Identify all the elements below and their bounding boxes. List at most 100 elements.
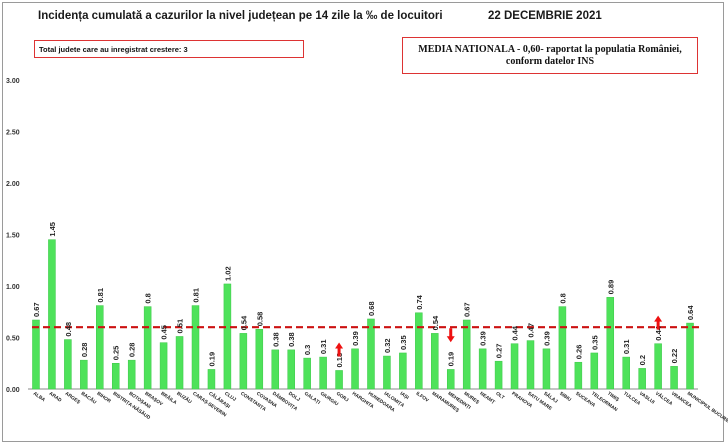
bar [383,355,391,390]
bar [478,348,487,390]
bar [351,348,359,390]
category-label: VASLUI [638,391,656,406]
bar [207,369,216,390]
bar [654,343,662,390]
category-label: NEAMȚ [478,391,495,406]
value-label: 0.48 [64,322,73,337]
value-label: 0.47 [527,323,536,338]
value-label: 0.39 [479,331,488,346]
category-label: ARGEȘ [64,391,82,406]
bar [686,322,694,390]
bar [175,336,184,390]
national-average-note-line2: conform datelor INS [505,56,595,67]
y-tick-label: 0.00 [6,387,20,394]
value-label: 0.38 [271,332,280,347]
value-label: 0.8 [144,293,153,303]
bar [494,360,503,390]
value-label: 0.74 [415,294,424,309]
value-label: 0.18 [335,353,344,368]
bar [590,352,599,390]
value-label: 0.19 [207,352,216,367]
value-label: 0.54 [431,315,440,330]
bar [223,283,232,390]
increase-arrow-icon [654,315,663,330]
value-label: 0.26 [574,345,583,360]
value-label: 0.81 [192,288,201,303]
category-label: ARAD [48,391,63,404]
bar [32,319,40,390]
bar [48,239,56,390]
category-label: HUNEDOARA [367,391,396,414]
value-label: 0.67 [32,302,41,317]
y-tick-label: 1.00 [6,284,20,291]
bar [558,306,567,390]
bar [622,356,630,390]
value-label: 0.25 [112,346,121,361]
value-label: 0.28 [80,343,89,358]
value-label: 1.02 [223,266,232,281]
y-tick-label: 2.00 [6,181,20,188]
bar [287,349,295,390]
category-label: ILFOV [415,391,431,404]
bar [510,343,519,390]
bar [143,306,152,390]
bar [638,368,646,390]
value-label: 0.8 [558,293,567,303]
national-average-note: MEDIA NATIONALA - 0,60- raportat la popu… [402,37,698,74]
value-label: 0.44 [511,325,520,340]
chart-frame [2,2,724,442]
bar [542,348,551,390]
category-label: MARAMUREȘ [431,391,461,415]
decrease-arrow-icon [446,328,455,343]
bar [670,366,678,390]
bar [526,340,535,390]
category-label: ALBA [32,391,47,404]
category-label: IAȘI [399,391,411,402]
value-label: 0.58 [255,312,264,327]
value-label: 0.81 [96,288,105,303]
bar [431,333,439,390]
category-label: OLT [494,391,505,401]
bar [239,333,248,390]
increase-arrow-icon [335,342,344,357]
category-label: BIHOR [96,391,113,405]
bar [80,359,88,390]
category-label: BUZĂU [175,390,193,406]
value-label: 0.67 [463,302,472,317]
bar [319,356,327,390]
bar [367,318,375,390]
value-label: 0.39 [542,331,551,346]
value-label: 0.27 [495,344,504,359]
chart-date: 22 DECEMBRIE 2021 [488,10,602,22]
national-average-note-line1: MEDIA NATIONALA - 0,60- raportat la popu… [418,44,682,55]
bar [96,305,104,390]
value-label: 0.22 [670,349,679,364]
value-label: 0.35 [590,335,599,350]
bar [606,297,615,390]
bar [271,349,280,390]
y-tick-label: 2.50 [6,130,20,137]
value-label: 0.44 [654,325,663,340]
value-label: 0.64 [686,305,695,320]
value-label: 0.68 [367,301,376,316]
bar [446,369,455,390]
bar [159,342,168,390]
value-label: 0.54 [239,315,248,330]
bar [574,361,583,390]
bar [303,357,311,390]
value-label: 0.32 [383,338,392,353]
value-label: 0.28 [128,343,137,358]
bar [127,359,136,390]
increase-note: Total judete care au inregistrat crester… [34,40,304,58]
bar [415,312,423,390]
value-label: 0.31 [319,339,328,354]
value-label: 1.45 [48,222,57,237]
category-label: GALAȚI [303,391,322,407]
bar [64,339,72,390]
category-label: SIBIU [558,391,572,404]
bar [255,329,264,390]
bar [335,370,343,390]
value-label: 0.51 [176,319,185,334]
value-label: 0.39 [351,331,360,346]
